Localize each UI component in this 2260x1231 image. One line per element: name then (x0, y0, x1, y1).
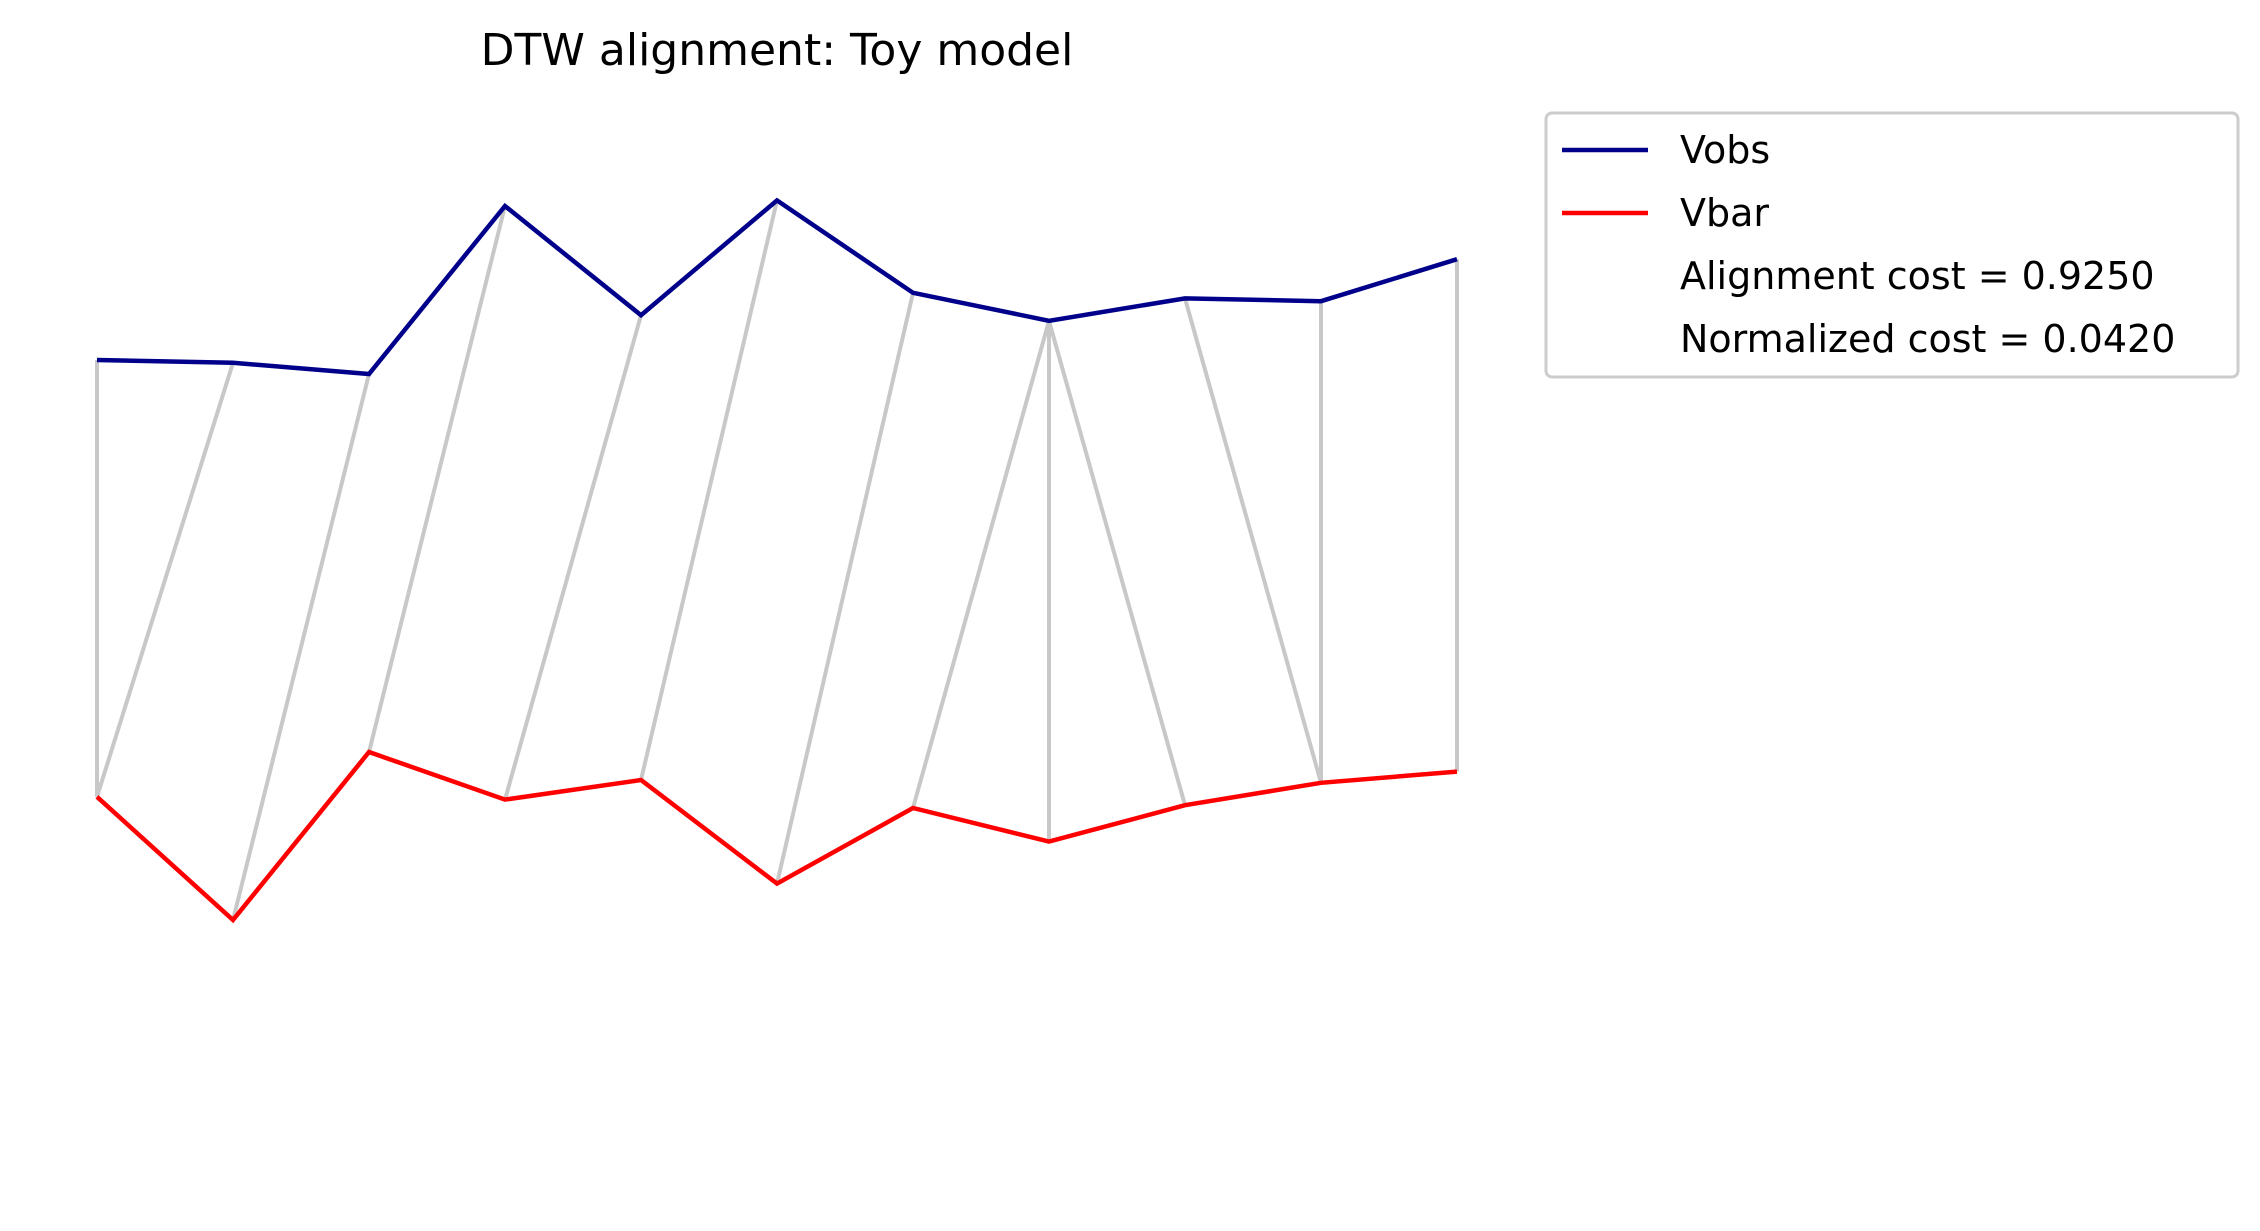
legend-label-3: Normalized cost = 0.0420 (1680, 317, 2175, 361)
legend-frame (1544, 111, 2240, 379)
legend-label-2: Alignment cost = 0.9250 (1680, 254, 2155, 298)
alignment-line-6 (775, 292, 915, 885)
chart-title: DTW alignment: Toy model (481, 25, 1074, 76)
legend-entries: Vobs Vbar Alignment cost = 0.9250 Normalize… (1562, 128, 2175, 361)
series-line-vobs (96, 197, 1458, 377)
legend-label-1: Vbar (1680, 191, 1769, 235)
alignment-line-4 (503, 314, 643, 801)
alignment-line-9 (1047, 320, 1187, 806)
alignment-line-10 (1183, 297, 1323, 784)
alignment-line-1 (95, 362, 235, 798)
legend-label-0: Vobs (1680, 128, 1770, 172)
alignment-lines (95, 199, 1459, 921)
legend: Vobs Vbar Alignment cost = 0.9250 Normalize… (1544, 111, 2240, 379)
series-lines (95, 197, 1458, 924)
series-line-vbar (95, 749, 1458, 924)
alignment-line-5 (639, 199, 779, 781)
alignment-line-7 (911, 320, 1051, 809)
plot-area (95, 197, 1459, 924)
alignment-line-2 (231, 373, 371, 921)
alignment-line-3 (367, 205, 507, 753)
